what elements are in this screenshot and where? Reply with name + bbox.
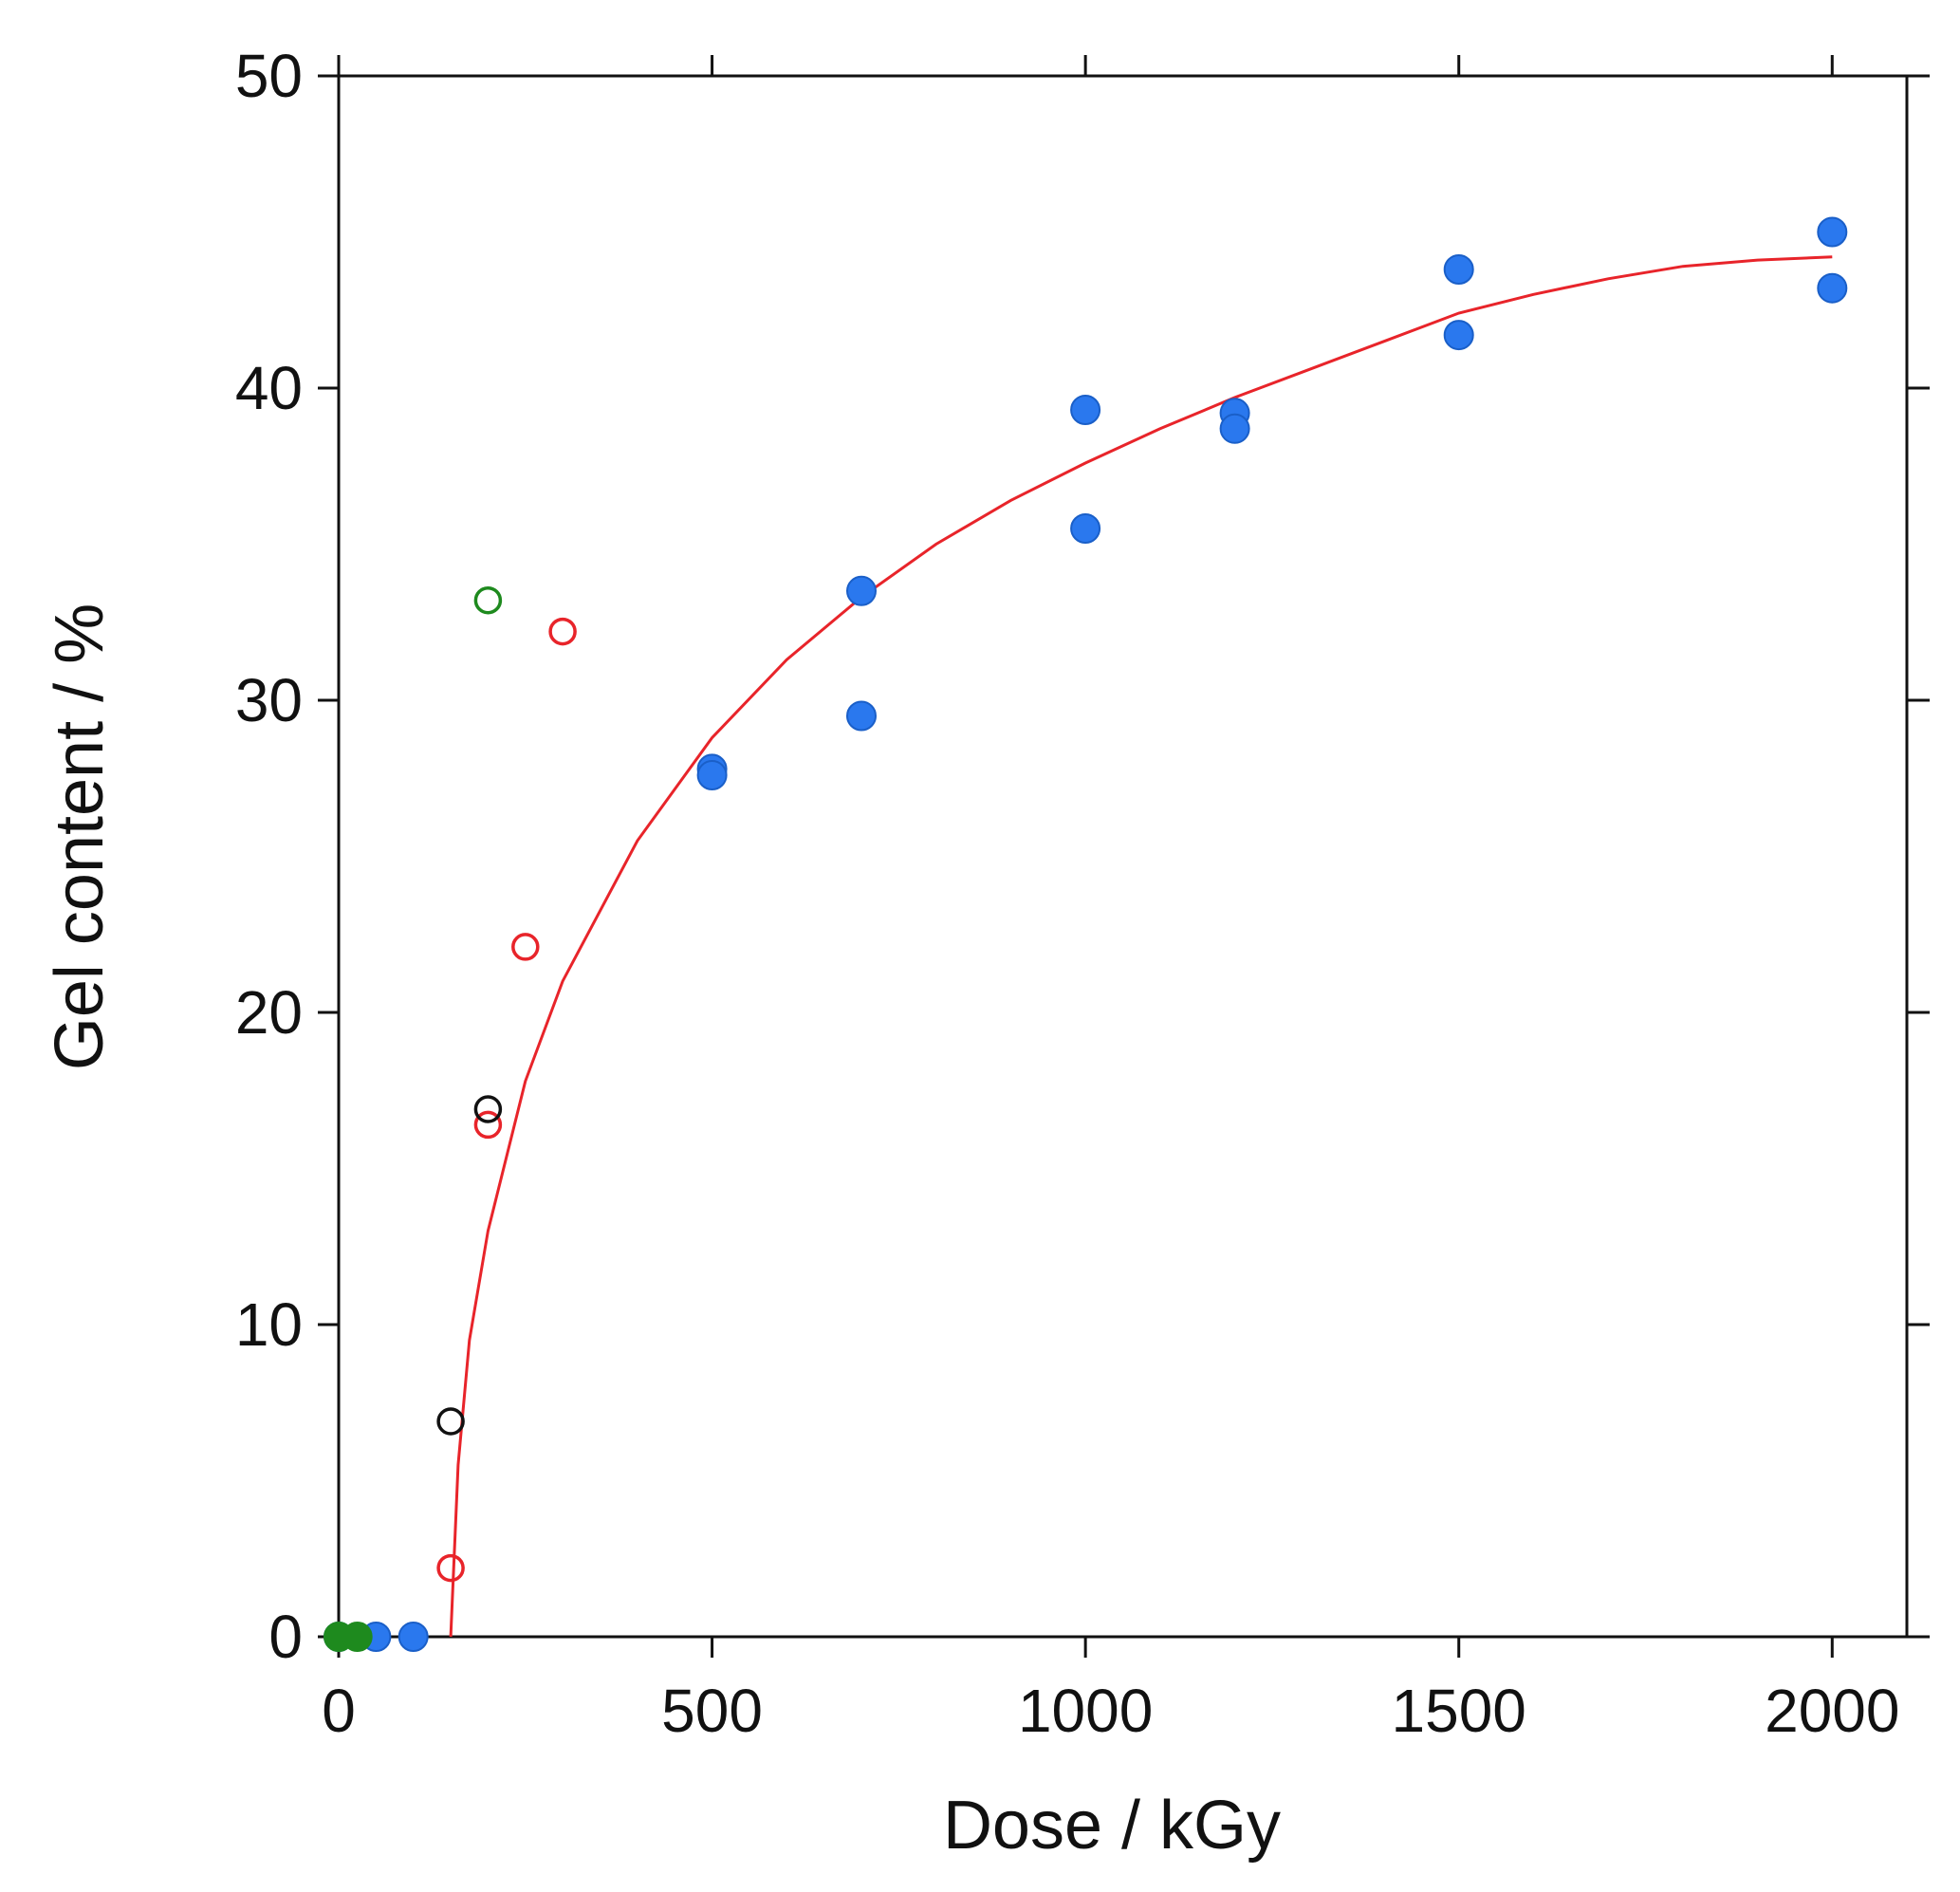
data-point [1817, 272, 1848, 304]
x-tick-label: 2000 [1765, 1677, 1899, 1745]
y-axis-title: Gel content / % [42, 603, 118, 1070]
y-tick-label: 40 [235, 354, 303, 422]
y-tick-label: 30 [235, 666, 303, 734]
data-point [473, 1110, 503, 1140]
data-point [511, 933, 540, 961]
y-tick-label: 50 [235, 42, 303, 110]
plot-frame [318, 74, 1930, 1639]
data-point [1070, 395, 1101, 425]
data-point [473, 1095, 503, 1123]
x-axis-title: Dose / kGy [943, 1788, 1281, 1864]
data-point [1219, 413, 1250, 444]
x-tick-label: 500 [661, 1677, 763, 1745]
data-point [696, 760, 728, 790]
data-point [846, 575, 877, 606]
data-points-layer [324, 216, 1848, 1652]
y-tick-label: 10 [235, 1290, 303, 1359]
data-point [436, 1553, 465, 1583]
data-point [398, 1622, 429, 1652]
fit-curve-layer [449, 255, 1833, 1638]
x-tick-label: 1000 [1018, 1677, 1153, 1745]
data-point [473, 585, 503, 615]
data-point [1817, 216, 1848, 248]
axis-ticks: 0 500 1000 1500 2000 0 10 20 30 40 50 [235, 42, 1930, 1745]
data-point [1443, 254, 1474, 285]
data-point [548, 617, 577, 646]
plot-border [337, 74, 1909, 1639]
data-point [1070, 513, 1101, 544]
data-point [436, 1407, 465, 1436]
data-point [1443, 320, 1474, 351]
data-point [846, 700, 877, 732]
x-tick-label: 0 [322, 1677, 356, 1745]
data-point [342, 1622, 373, 1652]
x-tick-label: 1500 [1392, 1677, 1526, 1745]
y-tick-label: 20 [235, 978, 303, 1047]
fit-curve [449, 255, 1833, 1638]
y-tick-label: 0 [268, 1603, 303, 1671]
